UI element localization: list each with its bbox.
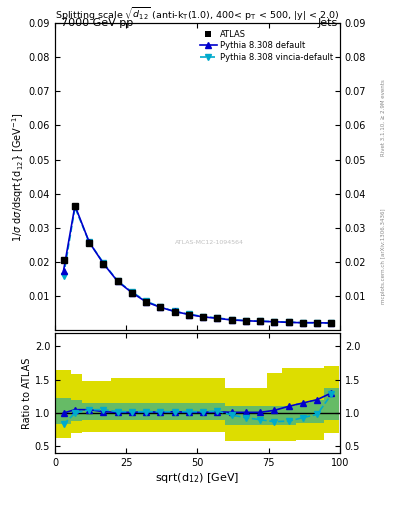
Bar [110,378,125,432]
Bar [125,403,139,420]
Bar [68,400,82,421]
Bar [153,378,167,432]
Legend: ATLAS, Pythia 8.308 default, Pythia 8.308 vincia-default: ATLAS, Pythia 8.308 default, Pythia 8.30… [198,27,336,64]
Bar [310,400,324,423]
Bar [253,388,267,441]
Bar [239,388,253,441]
Bar [281,407,296,425]
Bar [196,403,210,420]
Bar [167,378,182,432]
Bar [239,407,253,425]
Bar [267,373,281,441]
Bar [153,403,167,420]
Text: Jets: Jets [318,18,338,28]
Bar [68,374,82,433]
Bar [210,403,224,420]
Bar [182,403,196,420]
Bar [167,403,182,420]
Bar [125,378,139,432]
Bar [210,378,224,432]
Bar [324,388,338,420]
Bar [224,388,239,441]
Bar [310,368,324,440]
Bar [82,381,96,432]
Bar [296,403,310,423]
Text: ATLAS-MC12-1094564: ATLAS-MC12-1094564 [175,240,244,245]
Title: Splitting scale $\sqrt{d_{12}}$ (anti-k$_{\rm T}$(1.0), 400< p$_{\rm T}$ < 500, : Splitting scale $\sqrt{d_{12}}$ (anti-k$… [55,6,340,23]
Bar [281,368,296,441]
Bar [139,378,153,432]
Y-axis label: 1/$\sigma$ d$\sigma$/dsqrt{d$_{12}$} [GeV$^{-1}$]: 1/$\sigma$ d$\sigma$/dsqrt{d$_{12}$} [Ge… [10,112,26,242]
Bar [182,378,196,432]
Bar [324,366,338,433]
Text: Rivet 3.1.10, ≥ 2.9M events: Rivet 3.1.10, ≥ 2.9M events [381,79,386,156]
Bar [253,407,267,425]
Bar [139,403,153,420]
Bar [82,403,96,420]
X-axis label: sqrt(d$_{12}$) [GeV]: sqrt(d$_{12}$) [GeV] [155,471,240,485]
Text: 7000 GeV pp: 7000 GeV pp [61,18,133,28]
Bar [224,407,239,425]
Bar [110,403,125,420]
Bar [96,381,110,432]
Bar [57,370,71,438]
Bar [296,368,310,440]
Bar [267,407,281,425]
Bar [196,378,210,432]
Bar [96,403,110,420]
Bar [57,398,71,424]
Text: mcplots.cern.ch [arXiv:1306.3436]: mcplots.cern.ch [arXiv:1306.3436] [381,208,386,304]
Y-axis label: Ratio to ATLAS: Ratio to ATLAS [22,357,32,429]
